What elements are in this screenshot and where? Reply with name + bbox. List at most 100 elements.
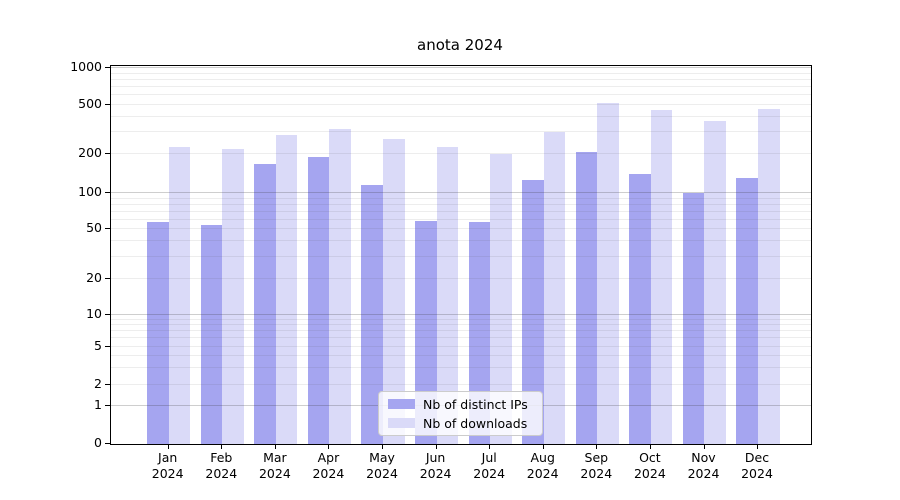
y-tick-label: 5 (94, 337, 102, 353)
legend-label-downloads: Nb of downloads (423, 415, 528, 431)
x-tick-year: 2024 (419, 466, 452, 481)
x-tick-year: 2024 (526, 466, 559, 481)
x-tick-month: May (369, 450, 395, 465)
y-tick-mark (105, 67, 110, 68)
x-tick-year: 2024 (312, 466, 345, 481)
x-tick-mark (221, 444, 223, 449)
x-tick-month: Jan (158, 450, 178, 465)
x-tick-mark (274, 444, 276, 449)
x-tick-month: Feb (210, 450, 233, 465)
x-tick-year: 2024 (205, 466, 238, 481)
bar-downloads-sep (597, 103, 619, 444)
bar-distinct-ips-mar (254, 163, 276, 444)
y-tick-label: 0 (94, 435, 102, 450)
bar-downloads-apr (329, 128, 352, 444)
bar-distinct-ips-jun (414, 220, 437, 444)
bar-downloads-nov (704, 120, 727, 444)
bar-downloads-mar (275, 134, 298, 444)
x-tick-year: 2024 (633, 466, 666, 481)
legend-item-distinct-ips: Nb of distinct IPs (388, 397, 542, 412)
y-tick-mark (105, 192, 110, 194)
legend-swatch-downloads (388, 418, 415, 428)
x-tick-mark (542, 444, 544, 449)
bar-distinct-ips-aug (522, 179, 544, 444)
y-tick-label: 1000 (70, 59, 102, 74)
x-tick-label-apr: Apr 2024 (298, 450, 358, 482)
bar-downloads-dec (758, 108, 780, 444)
y-tick-label: 20 (86, 269, 102, 285)
bar-downloads-jul (490, 154, 512, 444)
plot-area (110, 65, 812, 445)
x-tick-label-mar: Mar 2024 (245, 450, 305, 482)
y-tick-mark (105, 345, 110, 347)
x-tick-month: Apr (317, 450, 340, 465)
x-tick-label-dec: Dec 2024 (727, 450, 787, 482)
x-tick-month: Dec (744, 450, 770, 465)
x-tick-month: Aug (530, 450, 555, 465)
x-tick-label-nov: Nov 2024 (674, 450, 734, 482)
x-tick-mark (649, 444, 651, 449)
x-tick-mark (328, 444, 330, 449)
x-tick-year: 2024 (473, 466, 506, 481)
legend: Nb of distinct IPs Nb of downloads (378, 391, 543, 436)
bar-distinct-ips-feb (200, 225, 223, 444)
x-tick-year: 2024 (258, 466, 291, 481)
y-tick-label: 100 (78, 184, 102, 200)
x-tick-mark (435, 444, 437, 449)
x-tick-month: Jun (425, 450, 446, 465)
y-tick-mark (105, 228, 110, 230)
x-tick-year: 2024 (741, 466, 773, 481)
x-tick-label-oct: Oct 2024 (620, 450, 680, 482)
x-tick-month: Nov (691, 450, 716, 465)
x-tick-label-may: May 2024 (352, 450, 412, 482)
y-tick-mark (105, 103, 110, 105)
bar-distinct-ips-may (361, 185, 383, 444)
x-tick-label-jul: Jul 2024 (459, 450, 519, 482)
bar-downloads-may (383, 139, 405, 444)
x-tick-mark (703, 444, 705, 449)
y-tick-label: 10 (86, 305, 102, 321)
y-tick-label: 2 (94, 376, 102, 392)
x-tick-year: 2024 (151, 466, 184, 481)
x-tick-mark (757, 444, 758, 449)
x-tick-year: 2024 (580, 466, 613, 481)
x-tick-label-jan: Jan 2024 (138, 450, 198, 482)
bar-distinct-ips-jul (468, 221, 491, 444)
legend-item-downloads: Nb of downloads (388, 416, 542, 431)
x-tick-mark (167, 444, 169, 449)
bar-distinct-ips-dec (736, 177, 759, 444)
bar-downloads-feb (222, 148, 244, 444)
y-tick-mark (105, 405, 110, 406)
bar-distinct-ips-oct (629, 174, 651, 444)
bar-distinct-ips-nov (682, 193, 705, 444)
bar-downloads-jan (168, 146, 191, 444)
x-tick-label-sep: Sep 2024 (566, 450, 626, 482)
x-tick-mark (489, 444, 491, 449)
x-tick-month: Jul (481, 450, 497, 465)
x-tick-label-aug: Aug 2024 (513, 450, 573, 482)
y-tick-label: 50 (86, 220, 102, 236)
x-tick-month: Oct (639, 450, 661, 465)
y-tick-mark (105, 313, 110, 315)
y-tick-mark (105, 443, 110, 444)
bars-layer (111, 66, 811, 444)
x-tick-year: 2024 (366, 466, 398, 481)
x-tick-mark (596, 444, 598, 449)
x-tick-month: Sep (584, 450, 609, 465)
x-tick-label-feb: Feb 2024 (191, 450, 251, 482)
bar-distinct-ips-sep (575, 152, 598, 444)
x-tick-mark (382, 444, 383, 449)
bar-downloads-jun (436, 146, 459, 444)
y-tick-mark (105, 384, 110, 386)
y-tick-label: 500 (78, 95, 102, 111)
bar-distinct-ips-apr (307, 157, 330, 444)
x-tick-label-jun: Jun 2024 (406, 450, 466, 482)
y-tick-label: 1 (94, 397, 102, 412)
legend-swatch-distinct-ips (388, 399, 415, 409)
bar-downloads-oct (650, 110, 673, 444)
bar-distinct-ips-jan (147, 222, 169, 444)
y-tick-mark (105, 152, 110, 154)
y-tick-label: 200 (78, 144, 102, 160)
x-tick-month: Mar (263, 450, 287, 465)
